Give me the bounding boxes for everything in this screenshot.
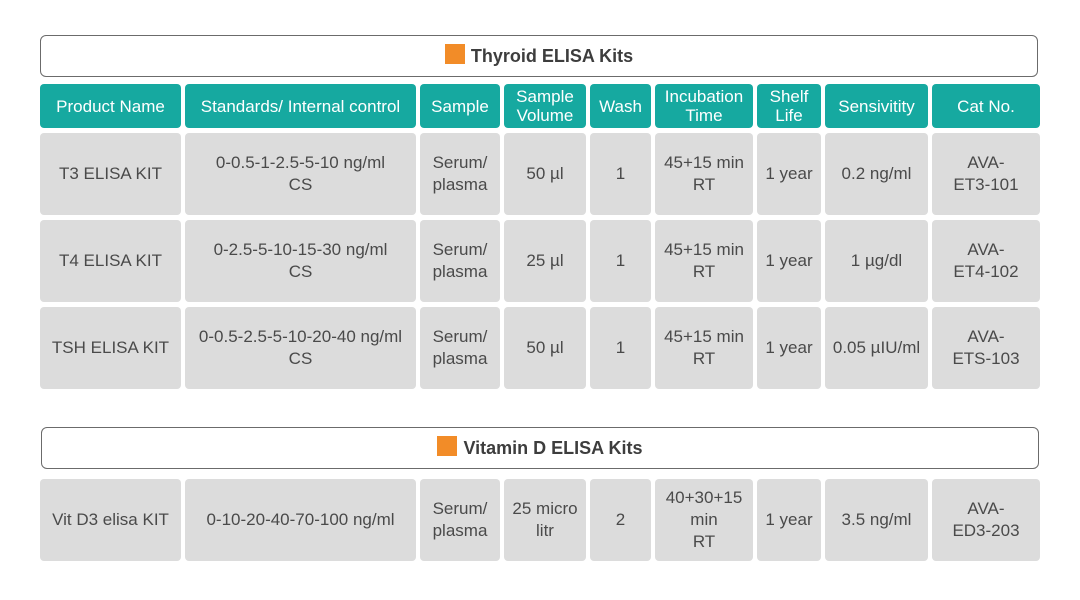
table-cell: 1: [590, 307, 651, 389]
table-cell: T3 ELISA KIT: [40, 133, 181, 215]
vitamin-d-section-header: Vitamin D ELISA Kits: [41, 427, 1039, 469]
table-cell: 0.05 µIU/ml: [825, 307, 928, 389]
table-cell: 50 µl: [504, 133, 586, 215]
column-header: Incubation Time: [655, 84, 753, 128]
table-cell: T4 ELISA KIT: [40, 220, 181, 302]
thyroid-table: Product Name Standards/ Internal control S…: [40, 84, 1040, 389]
thyroid-section-header: Thyroid ELISA Kits: [40, 35, 1038, 77]
table-cell: 1 year: [757, 479, 821, 561]
table-cell: 1 year: [757, 307, 821, 389]
orange-square-icon: [437, 436, 458, 456]
table-cell: Serum/ plasma: [420, 133, 500, 215]
table-cell: 40+30+15 min RT: [655, 479, 753, 561]
orange-square-icon: [444, 44, 465, 64]
thyroid-section-title: Thyroid ELISA Kits: [470, 45, 634, 66]
table-cell: 45+15 min RT: [655, 133, 753, 215]
column-header: Cat No.: [932, 84, 1040, 128]
column-header: Product Name: [40, 84, 181, 128]
table-cell: 45+15 min RT: [655, 220, 753, 302]
table-cell: 1 year: [757, 133, 821, 215]
table-cell: Vit D3 elisa KIT: [40, 479, 181, 561]
table-cell: 2: [590, 479, 651, 561]
table-cell: 0-0.5-1-2.5-5-10 ng/ml CS: [185, 133, 416, 215]
table-cell: 45+15 min RT: [655, 307, 753, 389]
table-cell: AVA- ET4-102: [932, 220, 1040, 302]
table-cell: 25 micro litr: [504, 479, 586, 561]
table-cell: AVA- ED3-203: [932, 479, 1040, 561]
table-cell: TSH ELISA KIT: [40, 307, 181, 389]
column-header: Shelf Life: [757, 84, 821, 128]
column-header: Wash: [590, 84, 651, 128]
table-cell: AVA- ET3-101: [932, 133, 1040, 215]
table-cell: 1 year: [757, 220, 821, 302]
table-cell: 1 µg/dl: [825, 220, 928, 302]
column-header: Sample: [420, 84, 500, 128]
column-header: Sample Volume: [504, 84, 586, 128]
table-cell: 1: [590, 220, 651, 302]
vitamin-d-section-title: Vitamin D ELISA Kits: [463, 437, 643, 458]
table-cell: 0-2.5-5-10-15-30 ng/ml CS: [185, 220, 416, 302]
table-cell: 50 µl: [504, 307, 586, 389]
table-cell: 1: [590, 133, 651, 215]
table-cell: 0.2 ng/ml: [825, 133, 928, 215]
vitamin-d-table: Vit D3 elisa KIT 0-10-20-40-70-100 ng/ml S…: [40, 479, 1040, 561]
table-cell: 25 µl: [504, 220, 586, 302]
column-header: Sensivitity: [825, 84, 928, 128]
table-cell: AVA- ETS-103: [932, 307, 1040, 389]
table-cell: Serum/ plasma: [420, 307, 500, 389]
table-cell: Serum/ plasma: [420, 220, 500, 302]
table-cell: 0-10-20-40-70-100 ng/ml: [185, 479, 416, 561]
table-cell: Serum/ plasma: [420, 479, 500, 561]
table-cell: 3.5 ng/ml: [825, 479, 928, 561]
column-header: Standards/ Internal control: [185, 84, 416, 128]
table-cell: 0-0.5-2.5-5-10-20-40 ng/ml CS: [185, 307, 416, 389]
